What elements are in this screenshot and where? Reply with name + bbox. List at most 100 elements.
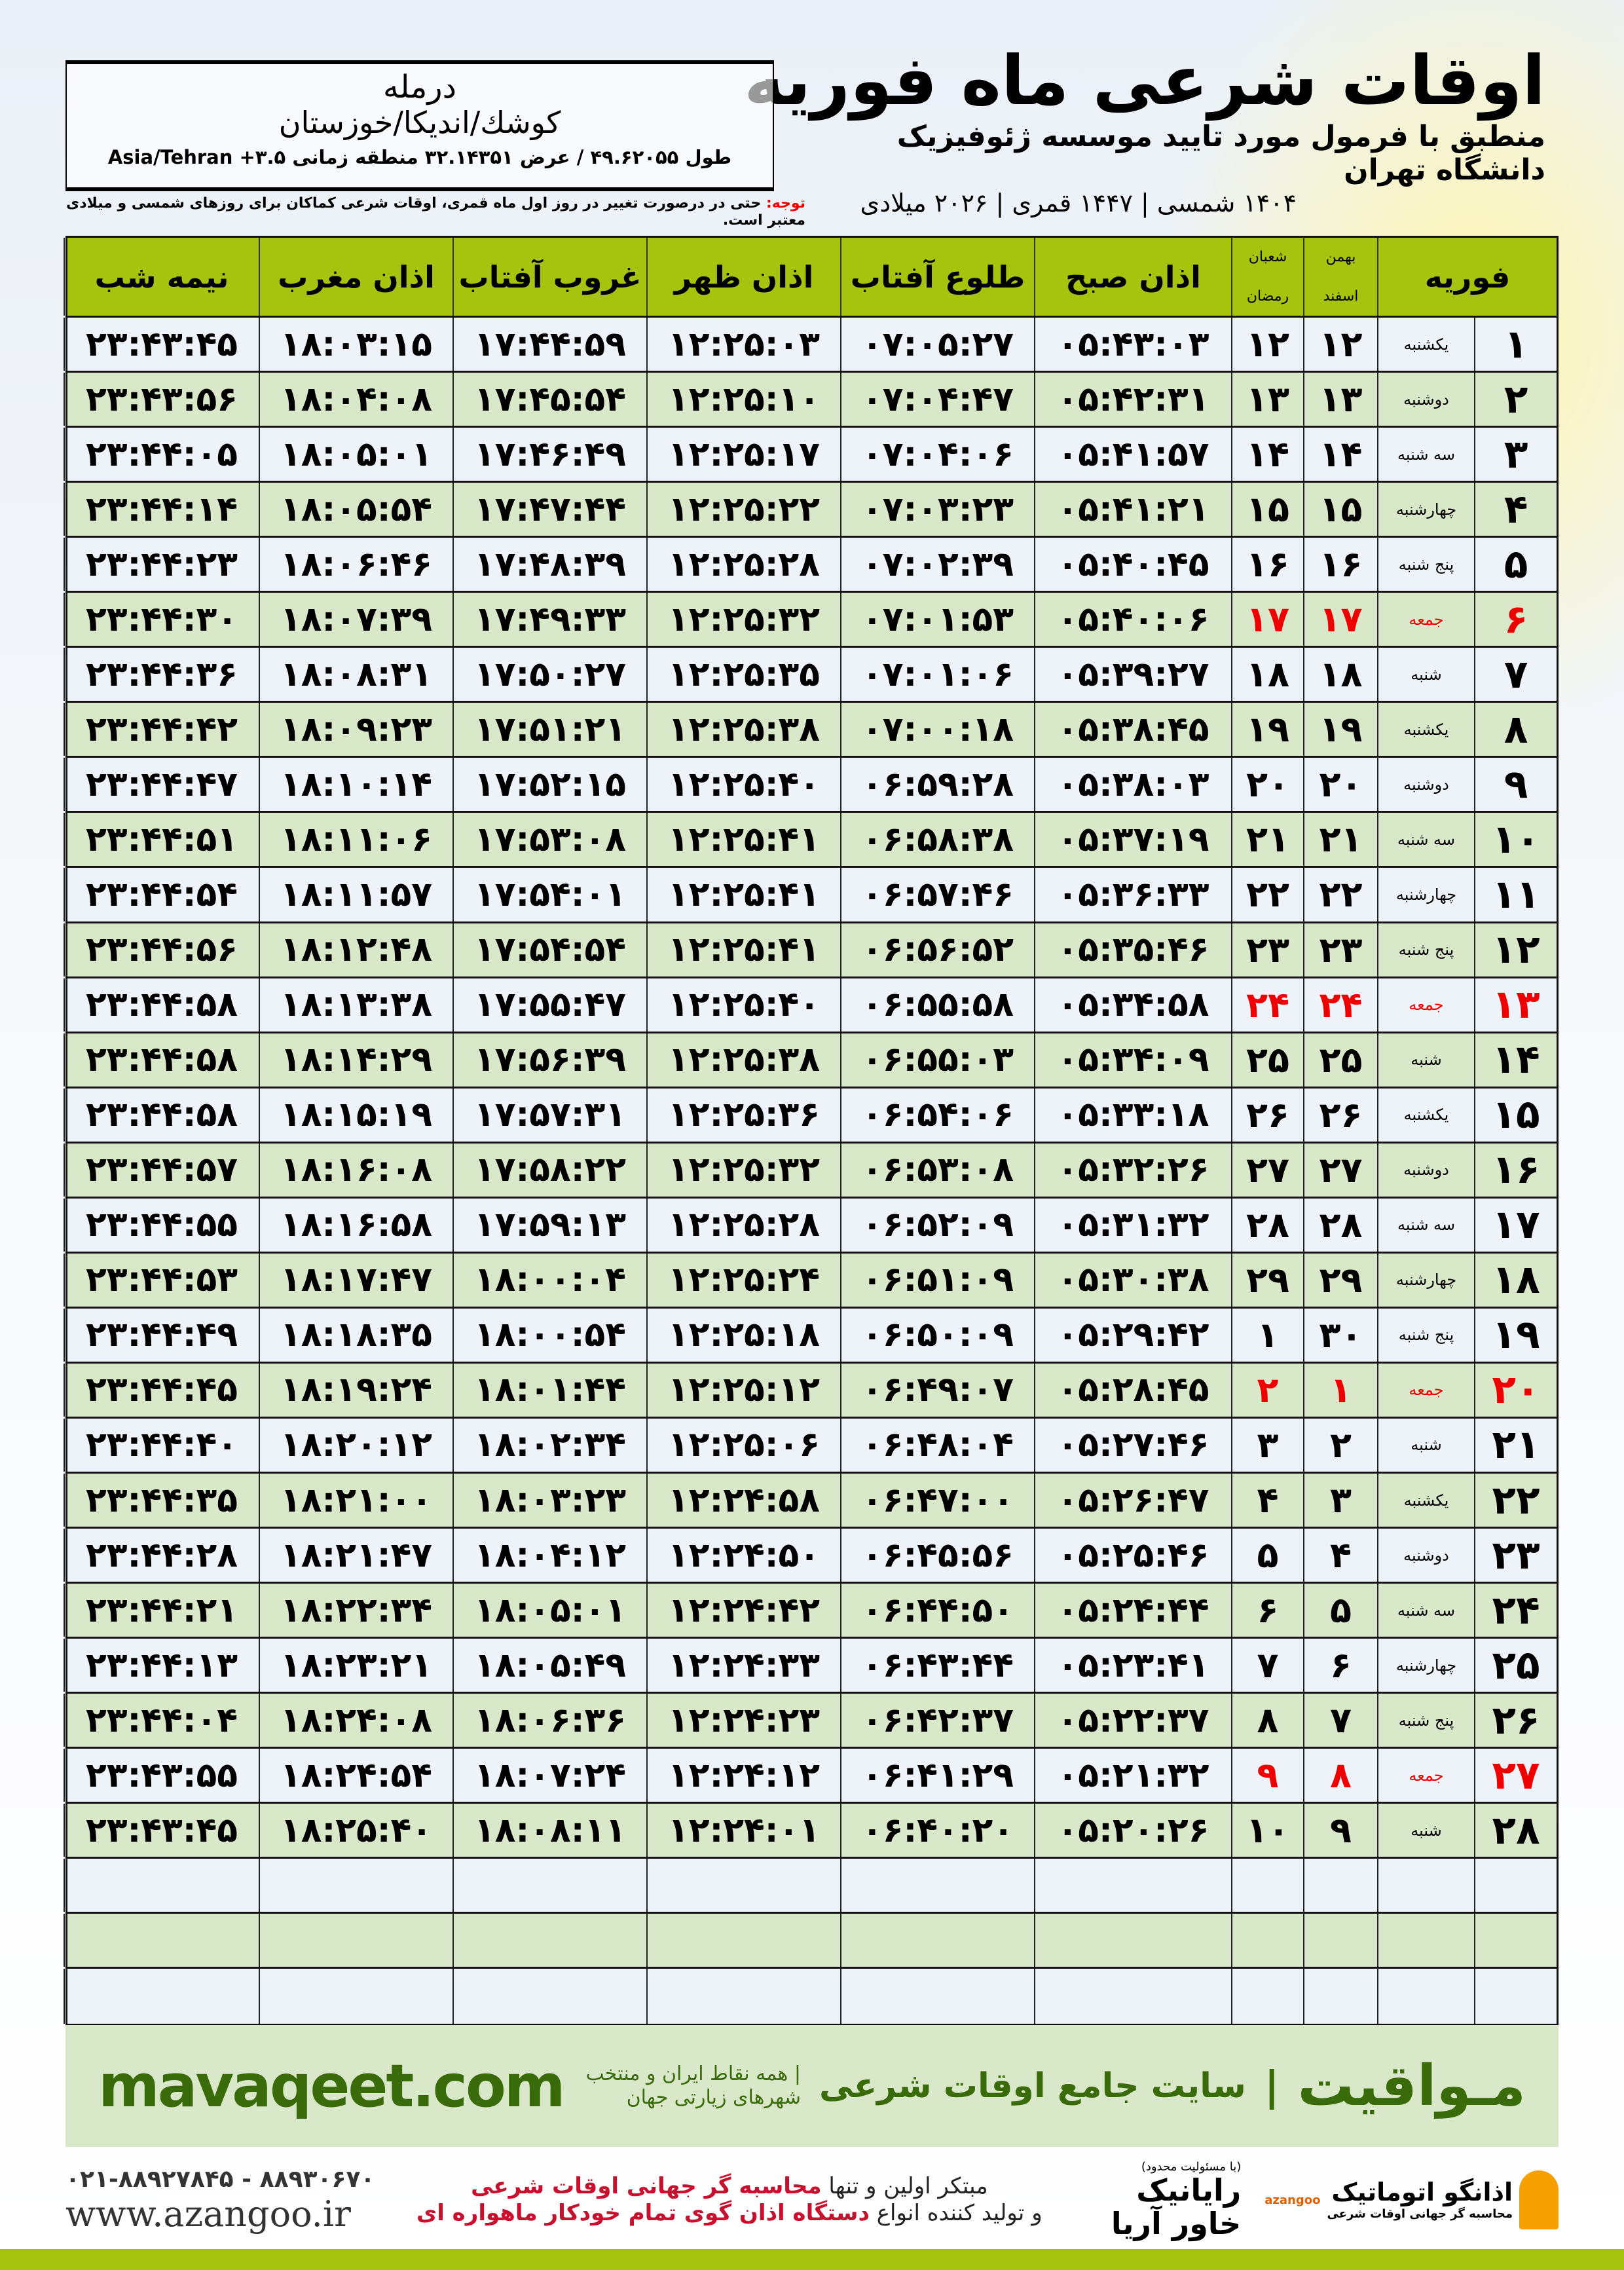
nimeh-time: ۲۳:۴۴:۳۶ [64, 648, 259, 701]
ghoroob-time: ۱۷:۵۰:۲۷ [452, 648, 646, 701]
nimeh-time: ۲۳:۴۴:۳۰ [64, 593, 259, 646]
azangoo-url[interactable]: www.azangoo.ir [65, 2193, 351, 2235]
weekday: سه شنبه [1377, 428, 1474, 481]
table-row: ۶ جمعه ۱۷ ۱۷ ۰۵:۴۰:۰۶ ۰۷:۰۱:۵۳ ۱۲:۲۵:۳۲ ۱۷:۴۹:۳… [64, 593, 1557, 648]
weekday: یکشنبه [1377, 1088, 1474, 1142]
day-number: ۱۸ [1474, 1253, 1557, 1307]
ghoroob-time: ۱۸:۰۰:۰۴ [452, 1253, 646, 1307]
tolu-time: ۰۷:۰۴:۰۶ [840, 428, 1034, 481]
day-number: ۱۴ [1474, 1033, 1557, 1087]
zohr-time: ۱۲:۲۵:۲۴ [646, 1253, 840, 1307]
mavaqeet-url[interactable]: mavaqeet.com [98, 2051, 566, 2121]
header-shamsi-top: بهمن [1325, 249, 1356, 266]
table-row: ۲۱ شنبه ۲ ۳ ۰۵:۲۷:۴۶ ۰۶:۴۸:۰۴ ۱۲:۲۵:۰۶ ۱۸:۰۲:۳۴… [64, 1418, 1557, 1474]
day-number: ۷ [1474, 648, 1557, 701]
hijri-day: ۱۸ [1231, 648, 1303, 701]
zohr-time: ۱۲:۲۴:۲۳ [646, 1694, 840, 1747]
shamsi-day: ۲ [1303, 1418, 1377, 1472]
table-row: ۲۷ جمعه ۸ ۹ ۰۵:۲۱:۳۲ ۰۶:۴۱:۲۹ ۱۲:۲۴:۱۲ ۱۸:۰۷:۲۴… [64, 1749, 1557, 1804]
header-sobh: اذان صبح [1034, 238, 1231, 316]
tolu-time: ۰۶:۴۲:۳۷ [840, 1694, 1034, 1747]
contact-block: ۰۲۱-۸۸۹۲۷۸۴۵ - ۸۸۹۳۰۶۷۰ www.azangoo.ir [65, 2165, 375, 2235]
day-number: ۲۸ [1474, 1804, 1557, 1857]
ghoroob-time: ۱۷:۴۵:۵۴ [452, 373, 646, 426]
nimeh-time: ۲۳:۴۴:۴۰ [64, 1418, 259, 1472]
maghreb-time: ۱۸:۰۵:۰۱ [259, 428, 452, 481]
zohr-time: ۱۲:۲۴:۳۳ [646, 1639, 840, 1692]
shamsi-day: ۶ [1303, 1639, 1377, 1692]
shamsi-day: ۲۷ [1303, 1143, 1377, 1197]
sobh-time: ۰۵:۲۲:۳۷ [1034, 1694, 1231, 1747]
header-hijri-bottom: رمضان [1246, 288, 1289, 305]
zohr-time: ۱۲:۲۵:۱۸ [646, 1308, 840, 1362]
hijri-day: ۱۳ [1231, 373, 1303, 426]
tolu-time: ۰۶:۵۳:۰۸ [840, 1143, 1034, 1197]
footer: اذانگو اتوماتیک محاسبه گر جهانی اوقات شرع… [65, 2153, 1559, 2246]
maghreb-time: ۱۸:۲۴:۵۴ [259, 1749, 452, 1802]
maghreb-time: ۱۸:۱۶:۰۸ [259, 1143, 452, 1197]
day-number: ۱۷ [1474, 1198, 1557, 1252]
hijri-day: ۱ [1231, 1308, 1303, 1362]
shamsi-day: ۳۰ [1303, 1308, 1377, 1362]
sobh-time: ۰۵:۲۹:۴۲ [1034, 1308, 1231, 1362]
ghoroob-time: ۱۷:۵۲:۱۵ [452, 758, 646, 811]
ghoroob-time: ۱۷:۴۶:۴۹ [452, 428, 646, 481]
location-box: درمله کوشك/اندیکا/خوزستان طول ۴۹.۶۲۰۵۵ /… [65, 60, 774, 191]
hijri-day: ۵ [1231, 1529, 1303, 1582]
weekday: سه شنبه [1377, 813, 1474, 866]
zohr-time: ۱۲:۲۴:۵۰ [646, 1529, 840, 1582]
ghoroob-time: ۱۷:۴۹:۳۳ [452, 593, 646, 646]
weekday: دوشنبه [1377, 373, 1474, 426]
header-month: فوریه [1377, 238, 1557, 316]
weekday: چهارشنبه [1377, 483, 1474, 536]
table-row: ۸ یکشنبه ۱۹ ۱۹ ۰۵:۳۸:۴۵ ۰۷:۰۰:۱۸ ۱۲:۲۵:۳۸ ۱۷:۵۱… [64, 703, 1557, 758]
sobh-time: ۰۵:۲۵:۴۶ [1034, 1529, 1231, 1582]
sobh-time: ۰۵:۳۴:۰۹ [1034, 1033, 1231, 1087]
hijri-day: ۲۱ [1231, 813, 1303, 866]
table-header: فوریه بهمن اسفند شعبان رمضان اذان صبح طلوع… [64, 238, 1557, 318]
empty-cell [1034, 1969, 1231, 2024]
hijri-day: ۹ [1231, 1749, 1303, 1802]
shamsi-day: ۲۱ [1303, 813, 1377, 866]
empty-cell [1034, 1914, 1231, 1967]
weekday: شنبه [1377, 1418, 1474, 1472]
sobh-time: ۰۵:۴۰:۴۵ [1034, 538, 1231, 591]
table-row: ۱۲ پنج شنبه ۲۳ ۲۳ ۰۵:۳۵:۴۶ ۰۶:۵۶:۵۲ ۱۲:۲۵:۴۱ ۱۷… [64, 923, 1557, 978]
sobh-time: ۰۵:۳۰:۳۸ [1034, 1253, 1231, 1307]
table-row: ۱۶ دوشنبه ۲۷ ۲۷ ۰۵:۳۲:۲۶ ۰۶:۵۳:۰۸ ۱۲:۲۵:۳۲ ۱۷:۵… [64, 1143, 1557, 1199]
day-number: ۳ [1474, 428, 1557, 481]
weekday: دوشنبه [1377, 1143, 1474, 1197]
weekday: چهارشنبه [1377, 1253, 1474, 1307]
mavaqeet-logo: مـواقیت [1297, 2053, 1526, 2119]
tolu-time: ۰۶:۴۱:۲۹ [840, 1749, 1034, 1802]
ghoroob-time: ۱۷:۵۶:۳۹ [452, 1033, 646, 1087]
day-number: ۱۱ [1474, 868, 1557, 921]
table-row: ۲۲ یکشنبه ۳ ۴ ۰۵:۲۶:۴۷ ۰۶:۴۷:۰۰ ۱۲:۲۴:۵۸ ۱۸:۰۳:… [64, 1473, 1557, 1529]
maghreb-time: ۱۸:۰۷:۳۹ [259, 593, 452, 646]
ghoroob-time: ۱۸:۰۱:۴۴ [452, 1363, 646, 1417]
ad-text: مبتکر اولین و تنها محاسبه گر جهانی اوقات… [398, 2173, 1060, 2227]
ghoroob-time: ۱۷:۵۴:۰۱ [452, 868, 646, 921]
note-text: حتی در درصورت تغییر در روز اول ماه قمری،… [66, 195, 805, 229]
maghreb-time: ۱۸:۰۳:۱۵ [259, 318, 452, 371]
table-row: ۲۸ شنبه ۹ ۱۰ ۰۵:۲۰:۲۶ ۰۶:۴۰:۲۰ ۱۲:۲۴:۰۱ ۱۸:۰۸:۱… [64, 1804, 1557, 1859]
hijri-day: ۲۲ [1231, 868, 1303, 921]
maghreb-time: ۱۸:۱۱:۰۶ [259, 813, 452, 866]
nimeh-time: ۲۳:۴۴:۵۸ [64, 1033, 259, 1087]
table-row: ۲۳ دوشنبه ۴ ۵ ۰۵:۲۵:۴۶ ۰۶:۴۵:۵۶ ۱۲:۲۴:۵۰ ۱۸:۰۴:… [64, 1529, 1557, 1584]
sobh-time: ۰۵:۳۸:۰۳ [1034, 758, 1231, 811]
maghreb-time: ۱۸:۱۶:۵۸ [259, 1198, 452, 1252]
shamsi-day: ۱۷ [1303, 593, 1377, 646]
ghoroob-time: ۱۷:۴۴:۵۹ [452, 318, 646, 371]
empty-cell [1034, 1859, 1231, 1912]
hijri-day: ۱۶ [1231, 538, 1303, 591]
weekday: پنج شنبه [1377, 923, 1474, 977]
page-subtitle: منطبق با فرمول مورد تایید موسسه ژئوفیزیک… [896, 120, 1545, 187]
zohr-time: ۱۲:۲۵:۲۲ [646, 483, 840, 536]
prayer-times-table: فوریه بهمن اسفند شعبان رمضان اذان صبح طلوع… [64, 236, 1559, 2026]
ghoroob-time: ۱۷:۵۱:۲۱ [452, 703, 646, 756]
rayanik-logo: (با مسئولیت محدود) رایانیک خاور آریا [1084, 2160, 1241, 2241]
tolu-time: ۰۶:۵۶:۵۲ [840, 923, 1034, 977]
nimeh-time: ۲۳:۴۴:۴۵ [64, 1363, 259, 1417]
ghoroob-time: ۱۸:۰۵:۴۹ [452, 1639, 646, 1692]
